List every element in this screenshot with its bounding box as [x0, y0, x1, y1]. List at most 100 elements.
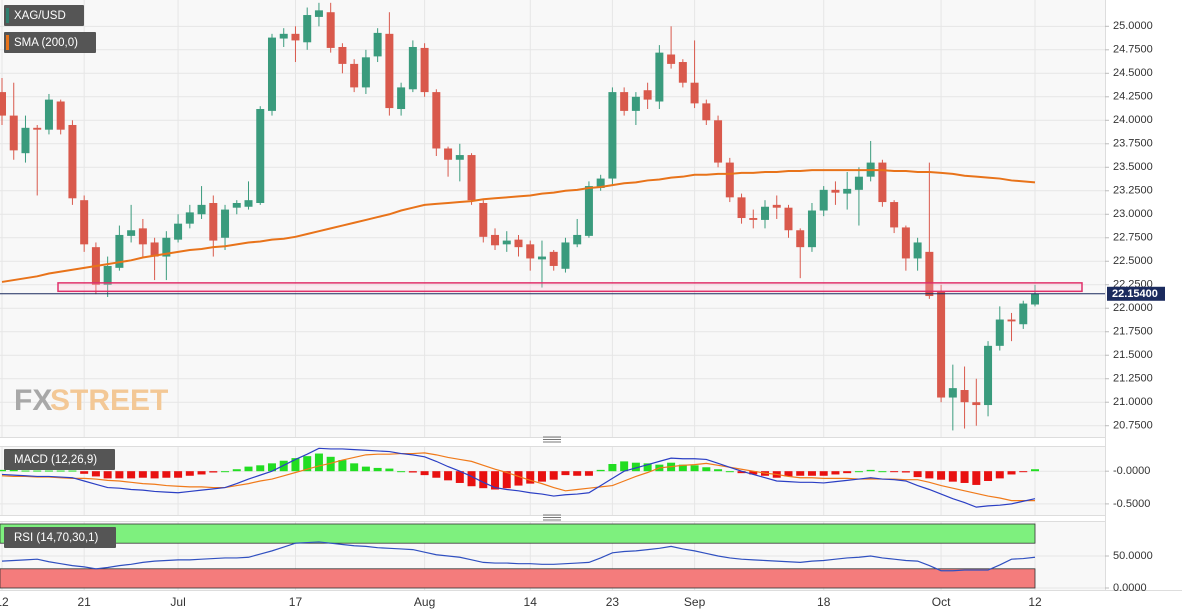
macd-histogram-bar	[561, 471, 570, 476]
candle-body	[643, 90, 652, 100]
legend-marker	[6, 8, 9, 23]
macd-histogram-bar	[338, 460, 347, 472]
candle-body	[667, 54, 676, 64]
candle-body	[772, 204, 781, 208]
candle-body	[103, 265, 112, 285]
macd-histogram-bar	[467, 471, 476, 487]
candle-body	[573, 234, 582, 245]
candle-body	[150, 242, 159, 257]
macd-histogram-bar	[596, 469, 605, 472]
candle-body	[33, 127, 42, 130]
candle-body	[56, 101, 65, 130]
macd-histogram-bar	[702, 467, 711, 472]
candle-body	[68, 124, 77, 199]
candle-body	[655, 52, 664, 102]
macd-histogram-bar	[960, 471, 969, 483]
macd-histogram-bar	[303, 456, 312, 472]
candle-body	[420, 47, 429, 93]
legend-box	[4, 5, 84, 26]
candle-body	[995, 319, 1004, 346]
indicator-title: RSI (14,70,30,1)	[14, 532, 99, 544]
candle-body	[631, 96, 640, 111]
legend[interactable]: XAG/USD SMA (200,0) MACD (12,26,9) RSI (…	[4, 5, 116, 548]
macd-histogram-bar	[373, 467, 382, 472]
watermark: STREET	[50, 384, 168, 417]
macd-histogram-bar	[444, 471, 453, 481]
macd-histogram-bar	[0, 469, 6, 472]
macd-histogram-bar	[197, 471, 206, 475]
y-tick-label: 23.7500	[1113, 138, 1153, 150]
macd-histogram-bar	[138, 471, 147, 478]
candle-body	[1019, 303, 1028, 325]
macd-histogram-bar	[314, 453, 323, 472]
y-tick-label: 23.0000	[1113, 208, 1153, 220]
candle-body	[138, 228, 147, 245]
rsi-line	[1, 541, 1036, 572]
candle-body	[502, 240, 511, 245]
indicator-title: MACD (12,26,9)	[14, 454, 97, 466]
candle-body	[948, 388, 957, 398]
last-price-label: 22.15400	[1112, 288, 1158, 300]
macd-histogram-bar	[714, 469, 723, 472]
candle-body	[44, 99, 53, 130]
candle-body	[749, 218, 758, 220]
macd-histogram-bar	[244, 466, 253, 472]
macd-histogram-bar	[878, 471, 887, 473]
macd-histogram-bar	[913, 471, 922, 478]
marks	[0, 2, 1105, 589]
x-tick-label: Sep	[684, 595, 706, 609]
y-tick-label: 24.7500	[1113, 44, 1153, 56]
candle-body	[878, 162, 887, 203]
y-tick-label: 23.2500	[1113, 185, 1153, 197]
macd-histogram-bar	[831, 471, 840, 475]
x-tick-label: Aug	[414, 595, 435, 609]
candle-body	[408, 46, 417, 90]
macd-histogram-bar	[784, 471, 793, 477]
candle-body	[913, 242, 922, 259]
candle-body	[796, 230, 805, 248]
x-tick-label: 21	[77, 595, 91, 609]
y-tick-label: 21.7500	[1113, 326, 1153, 338]
candle-body	[221, 209, 230, 238]
y-tick-label: 22.0000	[1113, 302, 1153, 314]
rsi-band	[0, 568, 1036, 589]
candle-body	[209, 202, 218, 241]
candle-body	[807, 210, 816, 248]
y-tick-label: 20.7500	[1113, 420, 1153, 432]
macd-histogram-bar	[901, 471, 910, 473]
resize-grip[interactable]	[543, 514, 561, 521]
macd-histogram-bar	[984, 471, 993, 481]
y-tick-label: 25.0000	[1113, 20, 1153, 32]
macd-histogram-bar	[256, 465, 265, 472]
candle-body	[174, 223, 183, 240]
support-zone	[57, 282, 1083, 293]
macd-histogram-bar	[866, 469, 875, 472]
x-tick-label: 12	[1028, 595, 1042, 609]
candle-body	[197, 204, 206, 215]
macd-histogram-bar	[455, 471, 464, 483]
y-tick-label: 24.5000	[1113, 67, 1153, 79]
macd-histogram-bar	[267, 463, 276, 472]
macd-histogram-bar	[33, 470, 42, 472]
macd-histogram-bar	[232, 469, 241, 472]
resize-grip[interactable]	[543, 436, 561, 443]
macd-histogram-bar	[807, 471, 816, 476]
y-tick-label: -0.0000	[1113, 465, 1150, 477]
macd-histogram-bar	[397, 471, 406, 473]
macd-histogram-bar	[221, 471, 230, 473]
macd-histogram-bar	[209, 471, 218, 473]
macd-histogram-bar	[514, 471, 523, 486]
candle-body	[537, 256, 546, 260]
last-price-box	[1107, 286, 1165, 301]
macd-histogram-bar	[937, 471, 946, 480]
macd-histogram-bar	[1019, 471, 1028, 473]
macd-histogram-bar	[174, 471, 183, 478]
macd-histogram-bar	[1031, 469, 1039, 472]
x-tick-label: Jul	[170, 595, 185, 609]
candle-body	[1031, 293, 1039, 305]
y-tick-label: 24.2500	[1113, 91, 1153, 103]
macd-histogram-bar	[620, 461, 629, 472]
macd-histogram-bar	[925, 471, 934, 479]
